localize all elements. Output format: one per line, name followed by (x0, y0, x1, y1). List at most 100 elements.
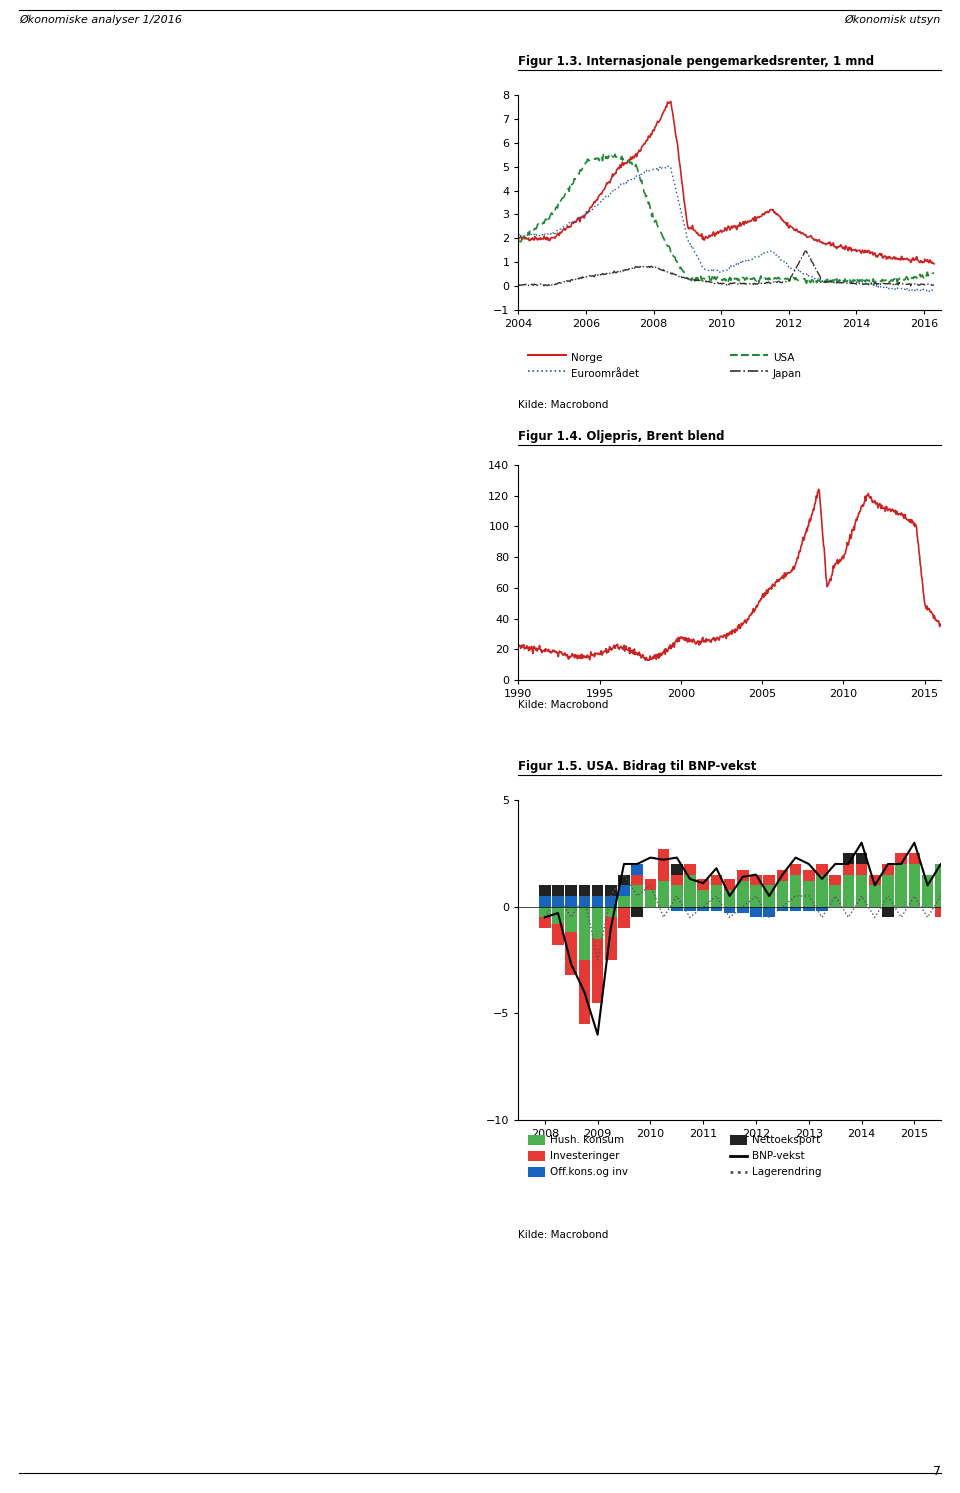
Japan (855, 273, 867, 291)
Bar (565, 906, 577, 932)
Bar (869, 875, 880, 885)
Text: Figur 1.3. Internasjonale pengemarkedsrenter, 1 mnd: Figur 1.3. Internasjonale pengemarkedsre… (518, 55, 875, 69)
Japan (711, 273, 723, 291)
Bar (777, 870, 788, 881)
Bar (724, 890, 735, 906)
Bar (591, 896, 604, 906)
Bar (565, 932, 577, 975)
USA (713, 270, 725, 288)
USA (761, 270, 773, 288)
Bar (935, 906, 947, 917)
Bar (855, 854, 868, 864)
Bar (896, 864, 907, 906)
Bar (618, 906, 630, 929)
Bar (671, 885, 683, 906)
Bar (605, 906, 616, 917)
Bar (684, 906, 696, 911)
Euroområdet (713, 263, 725, 281)
Euroområdet (854, 273, 866, 291)
Bar (552, 896, 564, 906)
Japan (800, 242, 811, 260)
Text: BNP-vekst: BNP-vekst (752, 1151, 804, 1162)
Bar (882, 875, 894, 906)
Text: Kilde: Macrobond: Kilde: Macrobond (518, 700, 609, 711)
Bar (737, 881, 749, 906)
Text: USA: USA (773, 352, 794, 363)
Bar (618, 875, 630, 885)
Text: Lagerendring: Lagerendring (752, 1168, 821, 1176)
Bar (843, 854, 854, 864)
Bar (632, 875, 643, 885)
Line: Norge: Norge (518, 102, 934, 264)
USA (610, 145, 621, 163)
Bar (948, 854, 960, 906)
Japan (761, 273, 773, 291)
Text: Økonomiske analyser 1/2016: Økonomiske analyser 1/2016 (19, 15, 182, 25)
Bar (671, 906, 683, 911)
Euroområdet (738, 254, 750, 272)
Bar (922, 875, 933, 906)
Bar (552, 924, 564, 945)
Euroområdet (660, 157, 672, 175)
Japan (920, 276, 931, 294)
Bar (539, 896, 551, 906)
Line: Euroområdet: Euroområdet (518, 166, 934, 293)
Norge (854, 242, 866, 260)
USA (920, 266, 931, 284)
Bar (605, 917, 616, 960)
Japan (545, 278, 557, 296)
Bar (737, 906, 749, 914)
USA (513, 233, 524, 251)
Bar (790, 906, 802, 911)
Text: Økonomisk utsyn: Økonomisk utsyn (845, 15, 941, 25)
Bar (803, 870, 815, 881)
Bar (697, 906, 709, 911)
Line: Japan: Japan (518, 251, 934, 287)
Bar (591, 939, 604, 1003)
USA (711, 269, 723, 287)
Bar (750, 906, 762, 917)
Bar (671, 875, 683, 885)
Norge (713, 222, 725, 240)
Euroområdet (922, 284, 933, 302)
Bar (777, 906, 788, 911)
Bar (579, 960, 590, 1024)
Bar (710, 885, 722, 906)
Bar (777, 881, 788, 906)
Bar (843, 864, 854, 875)
Bar (803, 881, 815, 906)
Bar (697, 879, 709, 890)
Euroområdet (919, 282, 930, 300)
Norge (928, 255, 940, 273)
Bar (632, 906, 643, 917)
Japan (713, 275, 725, 293)
Bar (565, 885, 577, 896)
Bar (579, 906, 590, 960)
Bar (843, 875, 854, 906)
Euroområdet (513, 227, 524, 245)
Bar (816, 906, 828, 911)
Bar (869, 885, 880, 906)
Bar (565, 896, 577, 906)
Bar (882, 864, 894, 875)
Bar (948, 850, 960, 854)
Bar (829, 885, 841, 906)
Bar (579, 896, 590, 906)
Text: Off.kons.og inv: Off.kons.og inv (550, 1168, 628, 1176)
Bar (658, 881, 669, 906)
Japan (738, 273, 750, 291)
Norge (711, 225, 723, 243)
Norge (665, 93, 677, 110)
Bar (737, 870, 749, 881)
Bar (671, 864, 683, 875)
Bar (684, 864, 696, 875)
Norge (761, 203, 773, 221)
USA (808, 275, 820, 293)
Norge (919, 251, 930, 269)
Bar (829, 875, 841, 885)
Bar (816, 875, 828, 906)
Bar (605, 896, 616, 906)
Bar (908, 864, 921, 906)
Bar (724, 906, 735, 914)
Text: Norge: Norge (571, 352, 603, 363)
